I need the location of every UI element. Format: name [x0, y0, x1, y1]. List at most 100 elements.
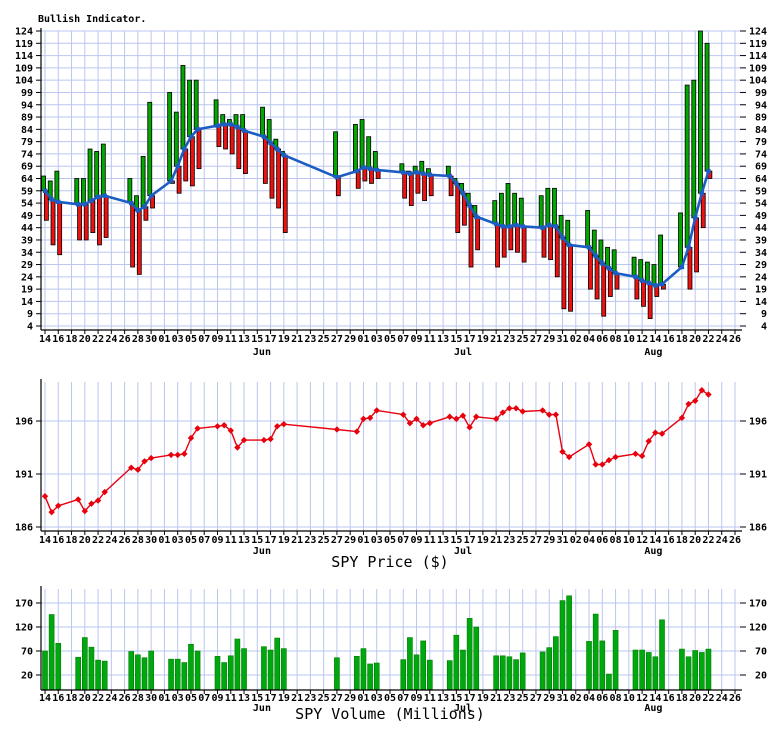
y-tick-label-right: 20 [755, 671, 767, 682]
bear-bar [97, 196, 102, 246]
x-tick-label: 22 [92, 693, 104, 704]
x-tick-label: 01 [357, 535, 369, 546]
x-tick-label: 02 [570, 334, 582, 345]
x-tick-label: 25 [318, 693, 330, 704]
volume-bar [599, 640, 606, 690]
bear-bar [402, 171, 408, 199]
moving-average-marker [261, 134, 267, 139]
x-tick-label: 06 [596, 693, 608, 704]
moving-average-marker [195, 127, 200, 132]
moving-average-marker [56, 199, 61, 205]
price-marker [366, 414, 374, 422]
x-tick-label: 14 [649, 535, 661, 546]
x-tick-label: 13 [238, 334, 250, 345]
price-marker [400, 411, 407, 418]
price-marker [492, 415, 500, 423]
y-tick-label-right: 104 [749, 76, 767, 87]
price-marker [214, 423, 221, 430]
x-tick-label: 12 [636, 334, 648, 345]
x-tick-label: 25 [318, 535, 330, 546]
moving-average-marker [513, 223, 519, 228]
moving-average-marker [407, 171, 413, 176]
price-marker [141, 458, 148, 465]
y-tick-label-left: 24 [21, 272, 33, 283]
price-marker [552, 411, 560, 418]
price-marker [134, 466, 142, 473]
volume-bar [612, 630, 619, 690]
bull-bar [100, 143, 106, 197]
volume-bar [88, 646, 95, 690]
x-tick-label: 16 [52, 535, 64, 546]
volume-bar [659, 619, 665, 690]
moving-average-marker [679, 264, 685, 270]
y-tick-label-right: 4 [761, 322, 767, 333]
price-marker [459, 412, 467, 419]
y-tick-label-right: 94 [755, 100, 767, 111]
moving-average-marker [334, 175, 340, 180]
x-tick-label: 22 [702, 693, 714, 704]
bear-bar [548, 224, 554, 261]
x-tick-label: 11 [424, 693, 436, 704]
y-tick-label-left: 29 [21, 260, 33, 271]
bull-bar [180, 65, 186, 150]
bear-bar [136, 210, 142, 275]
y-tick-label-left: 79 [21, 137, 33, 148]
volume-bar [692, 650, 698, 690]
price-marker [499, 409, 506, 416]
bull-bar [545, 187, 551, 226]
volume-bar [373, 662, 380, 690]
bear-bar [335, 176, 341, 197]
bear-bar [355, 170, 361, 189]
bear-bar [276, 148, 282, 209]
price-marker [227, 427, 234, 434]
x-tick-label: 07 [198, 693, 210, 704]
x-tick-label: 31 [556, 693, 568, 704]
x-tick-label: 04 [583, 535, 595, 546]
volume-bar [506, 656, 513, 690]
moving-average-marker [135, 208, 141, 213]
bull-bar [54, 170, 60, 203]
x-tick-label: 21 [291, 535, 303, 546]
bull-bar [698, 30, 703, 194]
bull-bar [538, 195, 544, 229]
moving-average-marker [474, 214, 479, 219]
volume-bar [699, 652, 705, 690]
volume-bar [221, 662, 227, 690]
price-marker [632, 450, 639, 458]
y-tick-label-right: 64 [755, 174, 767, 185]
x-tick-label: 08 [610, 334, 622, 345]
price-marker [187, 434, 195, 442]
bear-bar [495, 223, 500, 268]
volume-bar [367, 663, 373, 690]
price-marker [678, 414, 686, 422]
bull-bar [359, 119, 365, 168]
y-tick-label-right: 109 [749, 63, 767, 74]
x-tick-label: 28 [132, 535, 144, 546]
moving-average-marker [367, 166, 373, 171]
bull-bar [193, 79, 199, 130]
month-label: Jul [454, 703, 472, 714]
y-tick-label-left: 84 [21, 125, 33, 136]
x-tick-label: 18 [676, 334, 688, 345]
moving-average-marker [414, 170, 419, 175]
bull-bar [684, 84, 690, 248]
y-tick-label-left: 124 [15, 27, 33, 38]
x-tick-label: 29 [543, 693, 555, 704]
bear-bar [183, 148, 189, 182]
bear-bar [647, 282, 653, 320]
price-marker [74, 496, 82, 503]
x-tick-label: 15 [450, 334, 462, 345]
bear-bar [50, 198, 56, 246]
price-marker [94, 497, 102, 504]
x-tick-label: 29 [344, 693, 356, 704]
x-tick-label: 11 [424, 535, 436, 546]
y-tick-label-left: 44 [21, 223, 33, 234]
moving-average-marker [215, 123, 220, 128]
y-tick-label-left: 14 [21, 297, 33, 308]
x-tick-label: 29 [344, 535, 356, 546]
x-tick-label: 21 [291, 334, 303, 345]
price-marker [519, 408, 526, 415]
bull-bar [585, 210, 591, 248]
price-marker [353, 428, 361, 435]
volume-bar [188, 643, 194, 690]
